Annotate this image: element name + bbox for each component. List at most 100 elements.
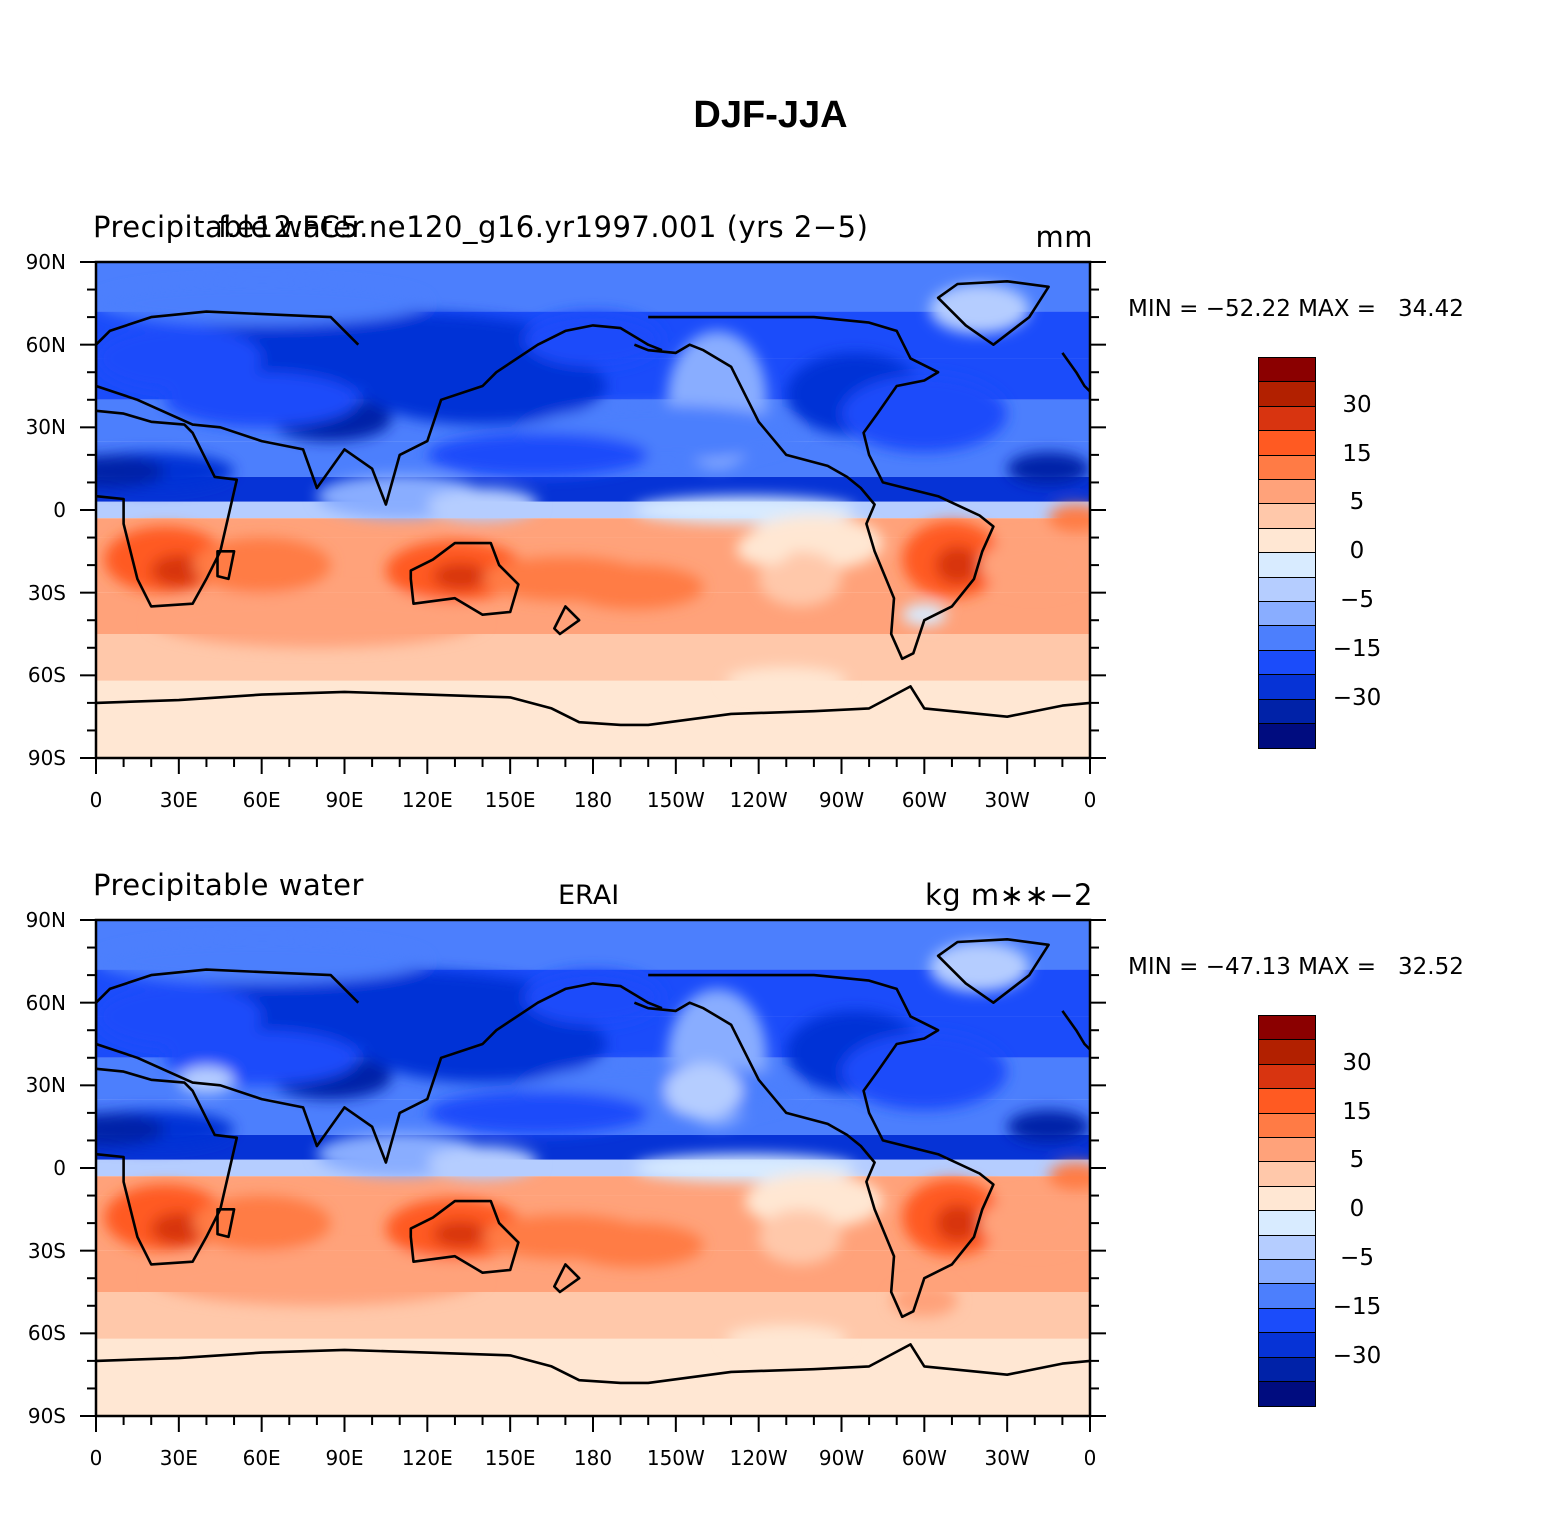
y-tick-label: 60S [27,1321,66,1346]
panel-units-label: kg m∗∗−2 [924,878,1093,912]
panel-left-label: Precipitable water [93,210,364,244]
colorbar-swatch [1258,1307,1316,1334]
map-axes [80,918,1106,1432]
colorbar-swatch [1258,1332,1316,1358]
colorbar-swatch [1258,357,1316,383]
colorbar-swatch [1258,649,1316,676]
colorbar-label: 30 [1342,391,1372,418]
colorbar-swatch [1258,430,1316,456]
colorbar-label: −30 [1332,684,1382,711]
colorbar-swatch [1258,479,1316,505]
max-label: MAX = 34.42 [1298,296,1464,322]
colorbar-swatch [1258,1039,1316,1065]
colorbar-swatch [1258,1356,1316,1382]
x-tick-label: 60E [242,788,281,812]
field-layer [96,920,1090,1416]
x-tick-label: 30E [159,788,198,812]
colorbar-swatch [1258,576,1316,602]
min-label: MIN = −47.13 [1128,954,1291,980]
y-tick-label: 30S [27,580,66,605]
colorbar-swatch [1258,1234,1316,1260]
y-tick-label: 30S [27,1238,66,1263]
x-tick-label: 120W [729,788,788,812]
x-tick-label: 120W [729,1446,788,1470]
x-tick-label: 90E [325,1446,364,1470]
colorbar-swatch [1258,527,1316,554]
x-tick-label: 90W [818,1446,865,1470]
x-tick-label: 150E [484,1446,536,1470]
x-tick-label: 60E [242,1446,281,1470]
colorbar-label: 30 [1342,1049,1372,1076]
colorbar-label: −5 [1340,1245,1374,1271]
x-tick-label: 150E [484,788,536,812]
y-tick-label: 90N [25,250,66,274]
colorbar-label: 0 [1349,1196,1365,1223]
x-tick-label: 90W [818,788,865,812]
colorbar-label: 15 [1342,440,1372,467]
y-tick-label: 30N [25,1073,66,1098]
y-tick-label: 90S [27,746,66,770]
colorbar-swatch [1258,601,1316,627]
colorbar-swatch [1258,723,1316,750]
y-tick-label: 90S [27,1404,66,1428]
panel-center-label: f.e12.FC5.ne120_g16.yr1997.001 (yrs 2−5) [218,210,869,244]
coastlines [96,938,1090,1385]
min-label: MIN = −52.22 [1128,296,1291,322]
colorbar-swatch [1258,1185,1316,1212]
y-tick-label: 0 [53,1156,66,1180]
colorbar-swatch [1258,698,1316,724]
colorbar-label: 15 [1342,1098,1372,1125]
colorbar-label: 5 [1349,489,1365,516]
colorbar-swatch [1258,405,1316,432]
colorbar-swatch [1258,1112,1316,1138]
colorbar-swatch [1258,552,1316,578]
x-tick-label: 150W [646,788,705,812]
colorbar-label: −30 [1332,1342,1382,1369]
x-tick-label: 60W [901,788,947,812]
x-tick-label: 180 [573,788,613,812]
x-tick-label: 120E [401,1446,453,1470]
y-tick-label: 60N [25,990,66,1015]
min-max-readout: MIN = −52.22 MAX = 34.42 [1128,296,1464,322]
y-tick-label: 90N [25,908,66,932]
colorbar-swatch [1258,1283,1316,1309]
colorbar-label: 0 [1349,538,1365,565]
colorbar-swatch [1258,1088,1316,1114]
panel-units-label: mm [1035,220,1093,254]
x-tick-label: 0 [89,788,103,812]
min-max-readout: MIN = −47.13 MAX = 32.52 [1128,954,1464,980]
colorbar-swatch [1258,503,1316,529]
colorbar-swatch [1258,454,1316,480]
panel-model: Precipitable water f.e12.FC5.ne120_g16.y… [0,210,1541,860]
panel-left-label: Precipitable water [93,868,364,902]
y-tick-label: 60S [27,663,66,688]
colorbar-swatch [1258,1015,1316,1041]
map-field [96,920,1090,1416]
colorbar-swatch [1258,1381,1316,1408]
x-tick-label: 0 [1083,788,1097,812]
coastlines [96,280,1090,727]
x-tick-label: 30W [984,788,1030,812]
colorbar-label: −15 [1332,635,1382,662]
x-tick-label: 30W [984,1446,1030,1470]
colorbar-swatch [1258,1161,1316,1187]
x-tick-label: 90E [325,788,364,812]
x-tick-label: 150W [646,1446,705,1470]
x-tick-label: 180 [573,1446,613,1470]
y-tick-label: 30N [25,415,66,440]
colorbar-swatch [1258,1063,1316,1090]
x-tick-label: 60W [901,1446,947,1470]
x-tick-label: 30E [159,1446,198,1470]
field-layer [96,262,1090,758]
x-tick-label: 0 [1083,1446,1097,1470]
panel-center-label: ERAI [558,880,620,911]
colorbar-swatch [1258,1137,1316,1163]
colorbar-label: −5 [1340,587,1374,613]
x-tick-label: 120E [401,788,453,812]
y-tick-label: 0 [53,498,66,522]
colorbar-swatch [1258,381,1316,407]
colorbar [1258,1015,1316,1408]
colorbar-swatch [1258,1210,1316,1236]
colorbar-label: 5 [1349,1147,1365,1174]
max-label: MAX = 32.52 [1298,954,1464,980]
